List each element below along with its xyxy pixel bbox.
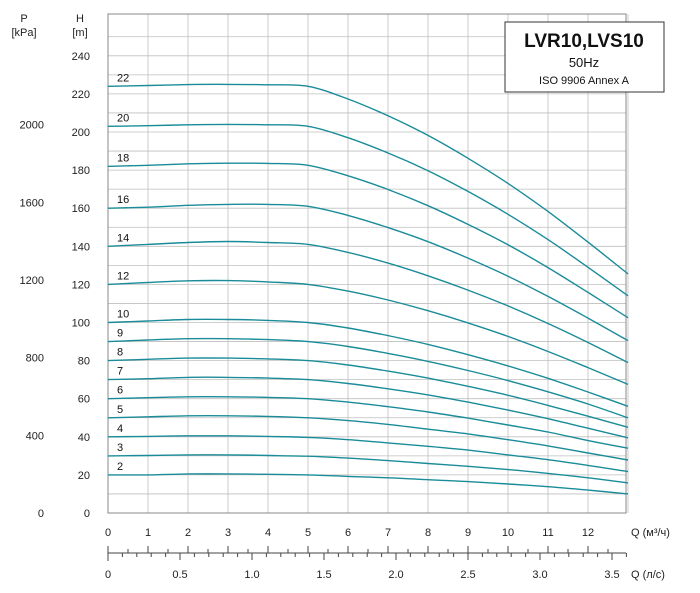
h-tick-label: 20 — [78, 470, 90, 482]
stage-label: 18 — [117, 152, 129, 164]
stage-label: 12 — [117, 270, 129, 282]
x-tick-label-m3h: 12 — [582, 527, 594, 539]
x-tick-label-ls: 3.5 — [604, 569, 619, 581]
x-tick-label-m3h: 4 — [265, 527, 271, 539]
h-tick-label: 40 — [78, 432, 90, 444]
performance-curve — [107, 203, 629, 342]
performance-curve — [107, 376, 629, 439]
x-tick-label-ls: 2.0 — [388, 569, 403, 581]
x-tick-label-ls: 3.0 — [532, 569, 547, 581]
performance-curve — [107, 395, 629, 449]
performance-curve — [107, 415, 629, 461]
plot-frame — [107, 13, 627, 514]
h-tick-label: 60 — [78, 394, 90, 406]
p-tick-label: 2000 — [20, 120, 44, 132]
p-tick-label: 0 — [38, 508, 44, 520]
x-tick-label-m3h: 10 — [502, 527, 514, 539]
stage-label: 7 — [117, 366, 123, 378]
h-tick-label: 0 — [84, 508, 90, 520]
curves: 2 3 4 5 6 7 8 9 10 12 14 16 18 20 22 — [107, 72, 629, 495]
x-tick-label-m3h: 11 — [542, 527, 553, 539]
performance-curve — [107, 357, 629, 428]
h-tick-label: 120 — [72, 279, 90, 291]
performance-curve — [107, 318, 629, 407]
p-tick-label: 400 — [26, 430, 44, 442]
h-tick-label: 160 — [72, 203, 90, 215]
stage-label: 3 — [117, 442, 123, 454]
performance-curve — [107, 279, 629, 386]
stage-label: 14 — [117, 232, 129, 244]
x-tick-label-m3h: 3 — [225, 527, 231, 539]
performance-curve — [107, 162, 629, 319]
x-tick-label-m3h: 0 — [105, 527, 111, 539]
x-tick-label-m3h: 8 — [425, 527, 431, 539]
p-tick-label: 1600 — [20, 197, 44, 209]
h-axis-unit: [m] — [72, 27, 87, 39]
x-tick-label-m3h: 9 — [465, 527, 471, 539]
performance-curve — [107, 240, 629, 364]
stage-label: 8 — [117, 347, 123, 359]
chart-title: LVR10,LVS10 — [524, 31, 644, 52]
h-tick-label: 220 — [72, 89, 90, 101]
stage-label: 4 — [117, 423, 123, 435]
p-tick-label: 800 — [26, 353, 44, 365]
p-axis-unit: [kPa] — [11, 27, 36, 39]
stage-label: 20 — [117, 112, 129, 124]
performance-curve — [107, 473, 629, 495]
stage-label: 9 — [117, 328, 123, 340]
p-axis-label: P — [20, 13, 27, 25]
x-tick-label-m3h: 7 — [385, 527, 391, 539]
performance-curve — [107, 123, 629, 297]
axes: P [kPa] H [m] Q (м³/ч) Q (л/с) 020406080… — [11, 13, 669, 581]
performance-curve — [107, 435, 629, 473]
x-tick-label-ls: 2.5 — [460, 569, 475, 581]
stage-label: 5 — [117, 404, 123, 416]
performance-curve — [107, 454, 629, 484]
h-tick-label: 140 — [72, 241, 90, 253]
p-tick-label: 1200 — [20, 275, 44, 287]
h-axis-label: H — [76, 13, 84, 25]
x-tick-label-m3h: 1 — [145, 527, 151, 539]
stage-label: 16 — [117, 194, 129, 206]
x-tick-label-m3h: 2 — [185, 527, 191, 539]
h-tick-label: 180 — [72, 165, 90, 177]
stage-label: 10 — [117, 309, 129, 321]
stage-label: 22 — [117, 72, 129, 84]
x-tick-label-ls: 0 — [105, 569, 111, 581]
stage-label: 2 — [117, 461, 123, 473]
stage-label: 6 — [117, 385, 123, 397]
chart-subtitle: 50Hz — [569, 55, 599, 70]
chart-standard: ISO 9906 Annex A — [539, 75, 630, 87]
h-tick-label: 80 — [78, 356, 90, 368]
x-tick-label-ls: 0.5 — [172, 569, 187, 581]
x-tick-label-ls: 1.5 — [316, 569, 331, 581]
performance-curve — [107, 83, 629, 275]
h-tick-label: 200 — [72, 127, 90, 139]
x-axis-label-m3h: Q (м³/ч) — [631, 527, 670, 539]
x-tick-label-m3h: 5 — [305, 527, 311, 539]
performance-curve — [107, 337, 629, 419]
h-tick-label: 100 — [72, 318, 90, 330]
h-tick-label: 240 — [72, 51, 90, 63]
chart-title-box: LVR10,LVS10 50Hz ISO 9906 Annex A — [504, 21, 665, 93]
x-axis-label-ls: Q (л/с) — [631, 569, 665, 581]
x-tick-label-ls: 1.0 — [244, 569, 259, 581]
x-tick-label-m3h: 6 — [345, 527, 351, 539]
